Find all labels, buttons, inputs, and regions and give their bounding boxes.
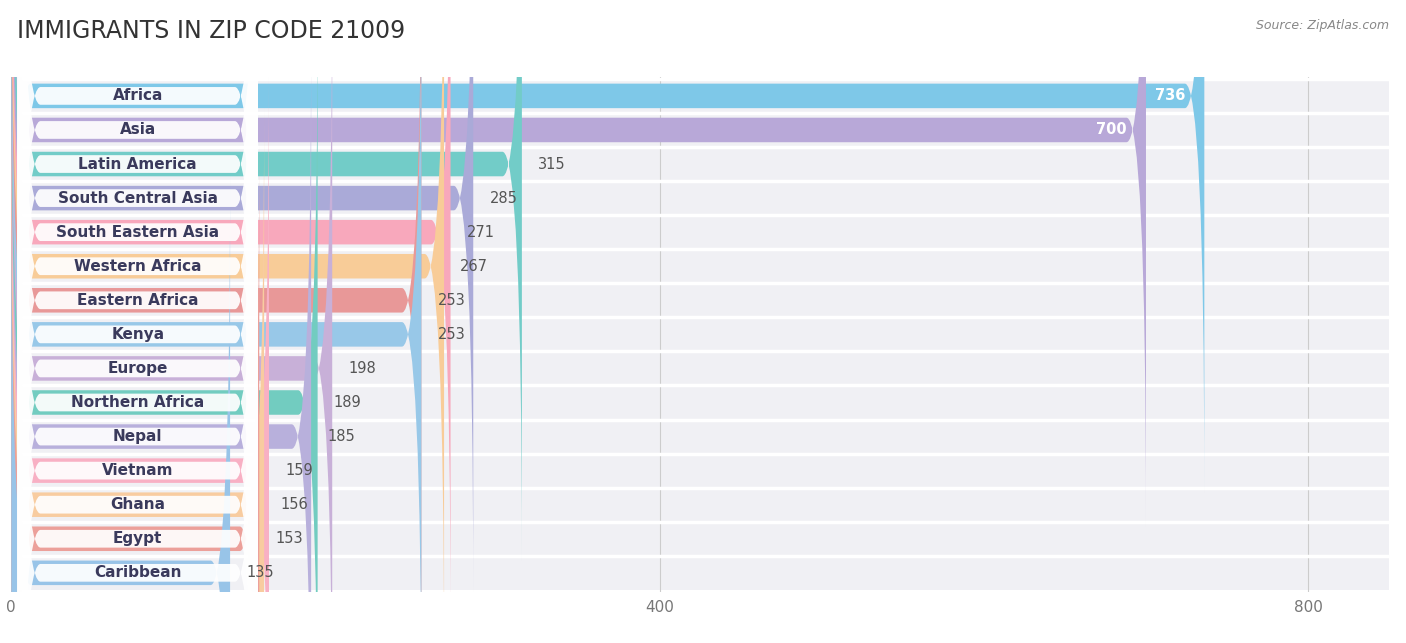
Text: 159: 159: [285, 463, 314, 478]
FancyBboxPatch shape: [11, 113, 1389, 147]
FancyBboxPatch shape: [11, 142, 259, 643]
Text: 156: 156: [280, 497, 308, 512]
FancyBboxPatch shape: [11, 0, 1205, 493]
Text: Nepal: Nepal: [112, 429, 163, 444]
Text: Vietnam: Vietnam: [103, 463, 173, 478]
FancyBboxPatch shape: [11, 215, 1389, 249]
Text: Latin America: Latin America: [79, 156, 197, 172]
FancyBboxPatch shape: [11, 181, 1389, 215]
Text: Western Africa: Western Africa: [75, 258, 201, 274]
FancyBboxPatch shape: [11, 0, 450, 629]
FancyBboxPatch shape: [18, 71, 257, 643]
FancyBboxPatch shape: [18, 0, 257, 598]
Text: 267: 267: [460, 258, 488, 274]
FancyBboxPatch shape: [18, 3, 257, 643]
Text: 185: 185: [328, 429, 356, 444]
FancyBboxPatch shape: [11, 0, 1146, 527]
Text: Eastern Africa: Eastern Africa: [77, 293, 198, 308]
Text: 135: 135: [246, 565, 274, 581]
FancyBboxPatch shape: [18, 0, 257, 643]
Text: Africa: Africa: [112, 88, 163, 104]
FancyBboxPatch shape: [11, 249, 1389, 284]
FancyBboxPatch shape: [18, 0, 257, 643]
Text: Caribbean: Caribbean: [94, 565, 181, 581]
Text: 253: 253: [437, 293, 465, 308]
Text: Source: ZipAtlas.com: Source: ZipAtlas.com: [1256, 19, 1389, 32]
FancyBboxPatch shape: [11, 6, 318, 643]
Text: 271: 271: [467, 224, 495, 240]
Text: Egypt: Egypt: [112, 531, 162, 547]
FancyBboxPatch shape: [18, 0, 257, 643]
FancyBboxPatch shape: [11, 0, 522, 561]
Text: 285: 285: [489, 190, 517, 206]
Text: IMMIGRANTS IN ZIP CODE 21009: IMMIGRANTS IN ZIP CODE 21009: [17, 19, 405, 43]
FancyBboxPatch shape: [11, 0, 474, 595]
Text: 189: 189: [333, 395, 361, 410]
FancyBboxPatch shape: [18, 0, 257, 643]
Text: South Eastern Asia: South Eastern Asia: [56, 224, 219, 240]
FancyBboxPatch shape: [11, 0, 332, 643]
Text: 198: 198: [349, 361, 377, 376]
FancyBboxPatch shape: [11, 284, 1389, 318]
Text: Ghana: Ghana: [110, 497, 165, 512]
Text: Northern Africa: Northern Africa: [72, 395, 204, 410]
FancyBboxPatch shape: [11, 108, 264, 643]
FancyBboxPatch shape: [18, 105, 257, 643]
FancyBboxPatch shape: [18, 37, 257, 643]
FancyBboxPatch shape: [11, 74, 269, 643]
Text: Asia: Asia: [120, 122, 156, 138]
FancyBboxPatch shape: [11, 385, 1389, 419]
FancyBboxPatch shape: [11, 453, 1389, 487]
FancyBboxPatch shape: [11, 487, 1389, 521]
Text: 253: 253: [437, 327, 465, 342]
Text: 700: 700: [1095, 122, 1126, 138]
FancyBboxPatch shape: [11, 318, 1389, 351]
Text: 736: 736: [1154, 88, 1185, 104]
Text: 153: 153: [276, 531, 304, 547]
FancyBboxPatch shape: [18, 0, 257, 632]
FancyBboxPatch shape: [18, 0, 257, 643]
FancyBboxPatch shape: [18, 0, 257, 564]
Text: Europe: Europe: [107, 361, 167, 376]
Text: 315: 315: [538, 156, 565, 172]
FancyBboxPatch shape: [18, 0, 257, 643]
FancyBboxPatch shape: [11, 147, 1389, 181]
FancyBboxPatch shape: [11, 0, 422, 643]
FancyBboxPatch shape: [11, 79, 1389, 113]
Text: South Central Asia: South Central Asia: [58, 190, 218, 206]
FancyBboxPatch shape: [18, 0, 257, 643]
FancyBboxPatch shape: [11, 176, 231, 643]
FancyBboxPatch shape: [18, 0, 257, 643]
Text: Kenya: Kenya: [111, 327, 165, 342]
FancyBboxPatch shape: [11, 351, 1389, 385]
FancyBboxPatch shape: [11, 0, 444, 643]
FancyBboxPatch shape: [11, 419, 1389, 453]
FancyBboxPatch shape: [11, 40, 311, 643]
FancyBboxPatch shape: [11, 556, 1389, 590]
FancyBboxPatch shape: [11, 0, 422, 643]
FancyBboxPatch shape: [11, 521, 1389, 556]
